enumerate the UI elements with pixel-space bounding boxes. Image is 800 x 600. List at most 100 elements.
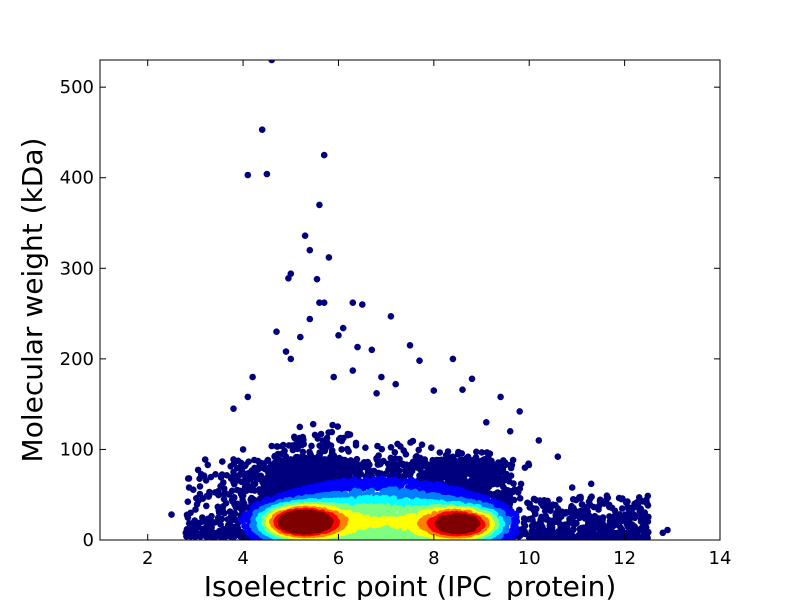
data-point: [569, 496, 577, 503]
data-point: [320, 151, 328, 159]
data-point: [468, 375, 476, 383]
data-point: [220, 491, 228, 498]
data-point: [203, 502, 210, 510]
data-point: [287, 355, 295, 363]
data-point: [362, 444, 369, 452]
data-point: [192, 506, 199, 513]
data-point: [244, 393, 252, 401]
data-point: [496, 469, 504, 476]
data-point: [547, 507, 554, 514]
data-point: [625, 505, 632, 513]
data-point: [606, 503, 613, 511]
data-point: [301, 232, 309, 239]
data-point: [459, 386, 466, 394]
data-point: [659, 529, 667, 537]
data-point: [306, 315, 314, 323]
data-point: [578, 501, 586, 508]
data-point: [430, 387, 438, 394]
plot-area: [99, 59, 721, 541]
data-point: [566, 515, 573, 523]
data-point: [244, 171, 252, 179]
data-point: [618, 505, 626, 512]
data-point: [378, 373, 385, 381]
data-point: [556, 496, 563, 503]
data-point: [338, 446, 345, 453]
data-point: [436, 449, 444, 456]
data-point: [306, 246, 314, 254]
data-point: [227, 463, 234, 470]
data-point: [330, 373, 338, 381]
data-point: [520, 519, 528, 527]
data-point: [349, 299, 357, 307]
data-point: [184, 514, 192, 521]
data-points: [168, 60, 671, 540]
data-point: [314, 435, 322, 442]
data-point: [407, 439, 414, 446]
data-point: [375, 461, 382, 468]
data-point: [418, 441, 426, 449]
data-point: [506, 428, 514, 435]
data-point: [296, 423, 304, 431]
data-point: [528, 522, 536, 530]
data-point: [231, 480, 238, 488]
data-point: [449, 355, 457, 363]
data-point: [378, 445, 386, 453]
data-point: [325, 429, 332, 436]
data-point: [392, 380, 400, 388]
data-point: [615, 494, 623, 502]
data-point: [352, 442, 360, 449]
data-point: [539, 502, 547, 510]
data-point: [184, 498, 192, 506]
data-point: [263, 170, 271, 178]
data-point: [526, 504, 534, 511]
data-point: [297, 333, 304, 341]
data-point: [334, 423, 342, 430]
data-point: [354, 343, 361, 351]
data-point: [225, 491, 233, 498]
data-point: [454, 451, 462, 458]
data-point: [320, 299, 328, 307]
data-point: [406, 342, 414, 349]
data-point: [428, 444, 435, 452]
data-point: [510, 522, 517, 530]
data-point: [478, 449, 486, 456]
data-point: [339, 324, 347, 332]
data-point: [374, 484, 381, 492]
data-point: [268, 60, 275, 64]
data-point: [516, 495, 524, 502]
data-point: [416, 357, 423, 365]
data-point: [298, 441, 306, 449]
data-point: [316, 201, 323, 209]
data-point: [415, 446, 423, 454]
data-point: [217, 474, 225, 481]
data-point: [313, 275, 321, 283]
data-point: [387, 313, 395, 320]
data-point: [221, 509, 228, 517]
data-point: [258, 126, 266, 133]
data-point: [338, 437, 346, 445]
data-point: [576, 525, 584, 533]
data-point: [473, 448, 480, 456]
data-point: [329, 421, 336, 429]
data-point: [207, 473, 215, 481]
data-point: [587, 480, 595, 488]
data-point: [584, 520, 592, 528]
data-point: [349, 367, 357, 374]
data-point: [316, 442, 324, 450]
data-point: [308, 442, 315, 450]
data-point: [507, 464, 515, 472]
data-point: [289, 446, 297, 454]
data-point: [205, 493, 212, 500]
data-point: [193, 501, 201, 508]
data-point: [202, 477, 210, 484]
data-point: [483, 419, 490, 426]
data-point: [568, 484, 576, 491]
data-point: [359, 301, 366, 308]
data-point: [521, 464, 529, 472]
data-point: [249, 373, 256, 381]
data-point: [230, 405, 237, 413]
data-point: [327, 442, 335, 449]
data-point: [273, 328, 280, 336]
data-point: [196, 483, 204, 490]
